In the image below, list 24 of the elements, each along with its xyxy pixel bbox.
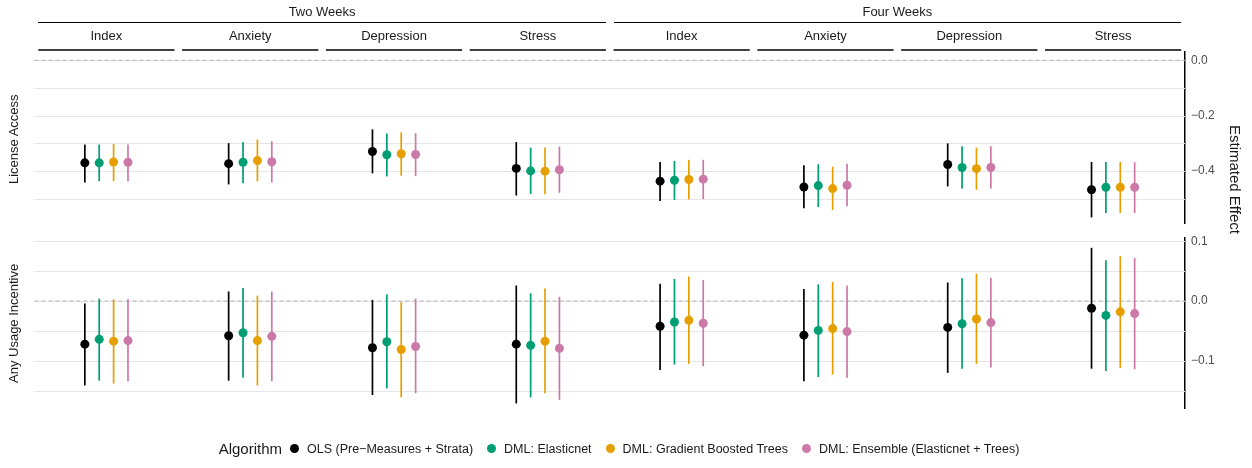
y-tick-label: 0.1 — [1191, 233, 1209, 248]
legend-label: DML: Gradient Boosted Trees — [622, 441, 788, 456]
legend-label: OLS (Pre−Measures + Strata) — [307, 441, 474, 456]
text: License Access — [6, 93, 21, 187]
legend-label: DML: Ensemble (Elasticnet + Trees) — [818, 441, 1020, 456]
text: Four Weeks — [613, 2, 1182, 23]
y-tick-label: 0.0 — [1191, 52, 1209, 67]
x-tick-label: Depression — [361, 27, 427, 43]
x-tick-label: Stress — [519, 27, 557, 43]
y-axis-title: Estimated Effect — [1227, 124, 1244, 236]
text: Any Usage Incentive — [6, 262, 21, 386]
x-tick-label: Index — [665, 27, 699, 43]
x-tick-label: Index — [90, 27, 123, 43]
x-tick-label: Anxiety — [804, 27, 848, 43]
y-tick-label: −0.4 — [1191, 163, 1216, 178]
y-tick-label: −0.1 — [1191, 353, 1216, 368]
legend-label: DML: Elasticnet — [504, 441, 592, 456]
x-tick-label: Anxiety — [228, 27, 273, 43]
x-tick-label: Stress — [1094, 27, 1133, 43]
text: Two Weeks — [38, 2, 606, 23]
y-tick-label: −0.2 — [1191, 108, 1216, 123]
x-tick-label: Depression — [936, 27, 1003, 43]
legend-title: Algorithm — [218, 440, 282, 457]
y-tick-label: 0.0 — [1191, 293, 1209, 308]
